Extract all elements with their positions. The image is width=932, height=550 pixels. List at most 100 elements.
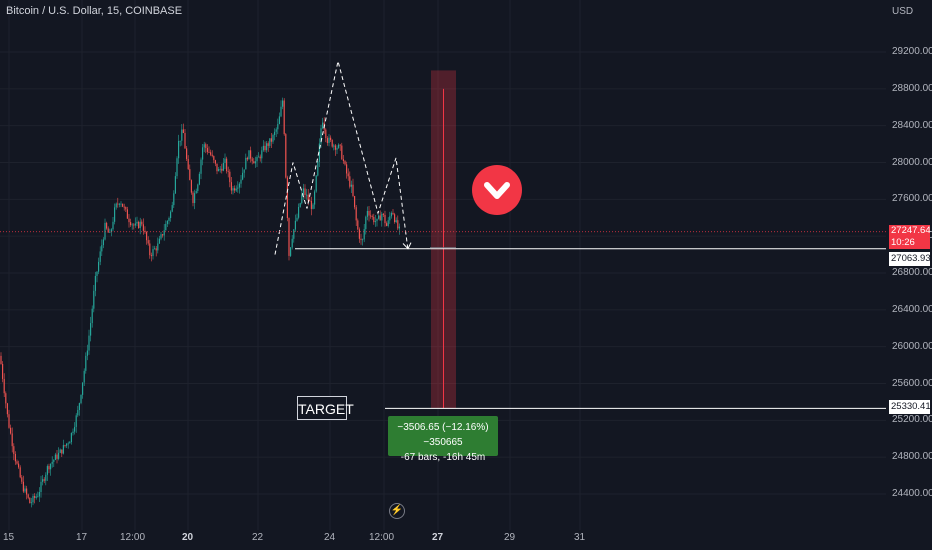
candle-body <box>333 145 335 147</box>
candle-body <box>349 176 351 187</box>
candle-body <box>382 213 384 215</box>
candle-body <box>106 222 108 229</box>
candle-body <box>200 159 202 174</box>
candle-body <box>195 190 197 194</box>
candle-body <box>34 495 36 498</box>
target-label[interactable]: TARGET <box>297 396 354 420</box>
candle-body <box>210 152 212 155</box>
candle-body <box>342 159 344 162</box>
neckline-price-tag: 27063.93 <box>889 252 931 266</box>
candle-body <box>16 461 18 464</box>
candle-body <box>5 393 7 404</box>
candle-body <box>290 247 292 256</box>
y-tick-label: 25600.00 <box>892 377 932 389</box>
x-tick-label: 22 <box>252 532 264 543</box>
candle-body <box>251 158 253 162</box>
candle-body <box>246 157 248 160</box>
candle-body <box>216 163 218 172</box>
candle-body <box>310 200 312 209</box>
candle-body <box>126 209 128 219</box>
candle-body <box>198 173 200 185</box>
candle-body <box>229 171 231 183</box>
candle-body <box>389 216 391 221</box>
candle-body <box>270 138 272 142</box>
candle-body <box>390 212 392 217</box>
candle-body <box>258 156 260 158</box>
candle-body <box>48 466 50 470</box>
candle-body <box>173 193 175 206</box>
candle-body <box>38 492 40 497</box>
y-tick-label: 28000.00 <box>892 156 932 168</box>
candle-body <box>120 203 122 205</box>
candle-body <box>160 234 162 239</box>
candle-body <box>261 150 263 159</box>
candle-body <box>253 161 255 164</box>
x-tick-label: 12:00 <box>369 532 395 543</box>
candle-body <box>259 156 261 159</box>
candle-body <box>125 207 127 210</box>
candle-body <box>366 210 368 217</box>
candle-body <box>80 394 82 404</box>
candle-body <box>250 150 252 159</box>
candle-body <box>101 245 103 252</box>
candle-body <box>386 223 388 226</box>
candle-body <box>264 145 266 151</box>
candle-body <box>360 238 362 240</box>
candle-body <box>168 218 170 221</box>
measure-tool-box[interactable]: −3506.65 (−12.16%) −350665 -67 bars, -16… <box>388 416 498 463</box>
y-tick-label: 29200.00 <box>892 46 932 57</box>
candle-body <box>227 171 229 172</box>
candle-body <box>178 141 180 159</box>
candle-body <box>24 488 26 492</box>
candle-body <box>358 229 360 239</box>
current-price-tag: 27247.64 10:26 <box>889 225 931 249</box>
candle-body <box>307 194 309 201</box>
candle-body <box>29 497 31 504</box>
candle-body <box>46 466 48 475</box>
candle-body <box>326 138 328 143</box>
candle-body <box>378 215 380 219</box>
candle-body <box>98 261 100 272</box>
measure-change: −3506.65 (−12.16%) −350665 <box>397 422 489 448</box>
candle-body <box>286 177 288 219</box>
candle-body <box>14 453 16 462</box>
candle-body <box>237 187 239 189</box>
candle-body <box>350 184 352 187</box>
candle-body <box>298 206 300 218</box>
candle-body <box>267 143 269 146</box>
candle-body <box>203 144 205 148</box>
candle-body <box>304 188 306 196</box>
candle-body <box>155 248 157 251</box>
candle-body <box>130 222 132 226</box>
candle-body <box>74 426 76 432</box>
candle-body <box>243 169 245 173</box>
candle-body <box>179 140 181 142</box>
candle-body <box>282 100 284 107</box>
candle-body <box>221 168 223 171</box>
candle-body <box>222 162 224 171</box>
candle-body <box>114 207 116 222</box>
candle-body <box>235 188 237 191</box>
candle-body <box>59 449 61 453</box>
candle-body <box>21 477 23 482</box>
candle-body <box>0 355 2 365</box>
candle-body <box>373 216 375 223</box>
y-tick-label: 24400.00 <box>892 488 932 499</box>
candle-body <box>128 218 130 223</box>
symbol-title[interactable]: Bitcoin / U.S. Dollar, 15, COINBASE <box>6 5 183 17</box>
candle-body <box>18 463 20 468</box>
candle-body <box>96 271 98 276</box>
candle-body <box>394 214 396 223</box>
candle-body <box>315 175 317 192</box>
candle-body <box>88 335 90 351</box>
lightning-icon[interactable]: ⚡ <box>389 503 405 519</box>
candle-body <box>357 220 359 230</box>
candle-body <box>10 427 12 434</box>
candle-body <box>331 140 333 147</box>
candle-body <box>256 157 258 162</box>
candle-body <box>397 220 399 229</box>
candle-body <box>56 454 58 459</box>
chevron-down-icon[interactable] <box>472 165 522 215</box>
candle-body <box>157 243 159 251</box>
